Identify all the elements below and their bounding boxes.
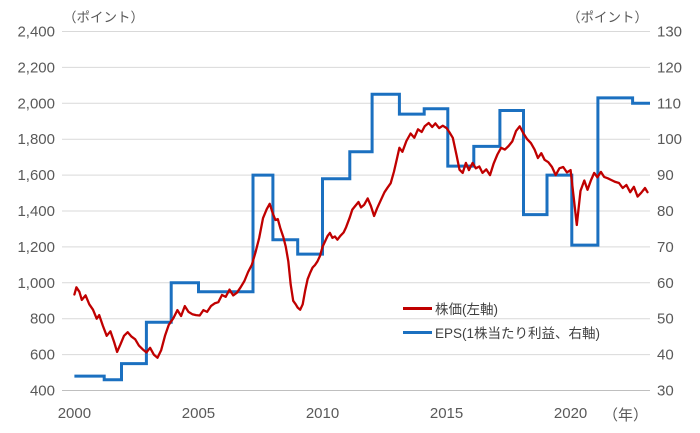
- x-axis-tick-label: 2015: [430, 405, 463, 422]
- left-axis-tick-label: 1,200: [17, 239, 55, 256]
- right-axis-tick-label: 80: [657, 203, 674, 220]
- left-axis-tick-label: 800: [30, 311, 55, 328]
- left-axis-tick-label: 2,400: [17, 24, 55, 41]
- stock-price-legend-label: 株価(左軸): [435, 302, 498, 317]
- stock-price-line: [73, 121, 649, 359]
- left-axis-tick-label: 600: [30, 347, 55, 364]
- legend-item-stock-price: 株価(左軸): [403, 299, 600, 317]
- stock-price-line-swatch: [403, 306, 432, 310]
- left-axis-tick-label: 2,200: [17, 59, 55, 76]
- right-axis-tick-label: 40: [657, 347, 674, 364]
- legend: 株価(左軸) EPS(1株当たり利益、右軸): [403, 299, 600, 341]
- x-axis-unit-label: （年）: [603, 407, 649, 424]
- x-axis-tick-label: 2010: [306, 405, 339, 422]
- right-axis-tick-label: 30: [657, 383, 674, 400]
- left-axis-tick-label: 1,600: [17, 167, 55, 184]
- left-axis-tick-label: 400: [30, 383, 55, 400]
- right-axis-tick-label: 50: [657, 311, 674, 328]
- eps-line-swatch: [403, 330, 432, 334]
- x-axis-tick-label: 2020: [554, 405, 587, 422]
- left-axis-tick-label: 1,400: [17, 203, 55, 220]
- right-axis-tick-label: 120: [657, 59, 682, 76]
- right-axis-tick-label: 70: [657, 239, 674, 256]
- x-axis-tick-label: 2000: [58, 405, 91, 422]
- left-axis-tick-label: 2,000: [17, 95, 55, 112]
- x-axis-tick-label: 2005: [182, 405, 215, 422]
- right-axis-tick-label: 60: [657, 275, 674, 292]
- legend-item-eps: EPS(1株当たり利益、右軸): [403, 323, 600, 341]
- left-axis-tick-label: 1,000: [17, 275, 55, 292]
- right-axis-tick-label: 90: [657, 167, 674, 184]
- right-axis-tick-label: 130: [657, 24, 682, 41]
- left-axis-tick-label: 1,800: [17, 131, 55, 148]
- right-axis-tick-label: 100: [657, 131, 682, 148]
- right-axis-tick-label: 110: [657, 95, 681, 112]
- right-axis-unit-label: （ポイント）: [567, 10, 648, 25]
- eps-step-line: [74, 92, 650, 382]
- eps-legend-label: EPS(1株当たり利益、右軸): [435, 326, 601, 341]
- left-axis-unit-label: （ポイント）: [63, 10, 144, 25]
